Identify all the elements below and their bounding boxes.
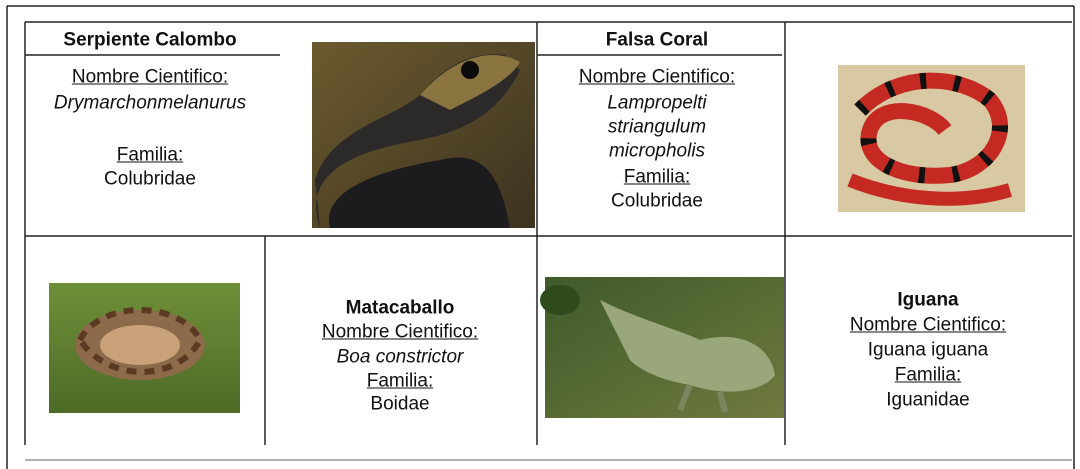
scientific-name: Boa constrictor (336, 346, 464, 368)
scientific-name: Lampropelti (607, 92, 707, 114)
label: Nombre Cientifico: (578, 66, 736, 88)
label: Familia: (366, 370, 434, 392)
label: Familia: (894, 364, 962, 386)
label: Familia: (116, 144, 184, 166)
scientific-name: micropholis (608, 140, 706, 162)
scientific-name: Iguana iguana (867, 339, 989, 361)
label: Nombre Cientifico: (849, 314, 1007, 336)
photo-black-snake (312, 42, 535, 228)
family: Boidae (370, 393, 430, 415)
table-lines (6, 5, 1075, 469)
family: Iguanidae (886, 389, 970, 411)
cell-title: Falsa Coral (605, 29, 709, 51)
photo-boa (49, 283, 240, 413)
cell-title: Serpiente Calombo (63, 29, 237, 51)
photo-iguana (540, 277, 784, 418)
label: Nombre Cientifico: (321, 321, 479, 343)
photo-coral-snake (838, 65, 1025, 212)
scientific-name: striangulum (607, 116, 707, 138)
family: Colubridae (611, 190, 703, 212)
cell-title: Matacaballo (345, 297, 455, 319)
scientific-name: Drymarchonmelanurus (53, 92, 247, 114)
label: Nombre Cientifico: (71, 66, 229, 88)
family: Colubridae (104, 168, 196, 190)
label: Familia: (623, 166, 691, 188)
cell-title: Iguana (897, 289, 959, 311)
